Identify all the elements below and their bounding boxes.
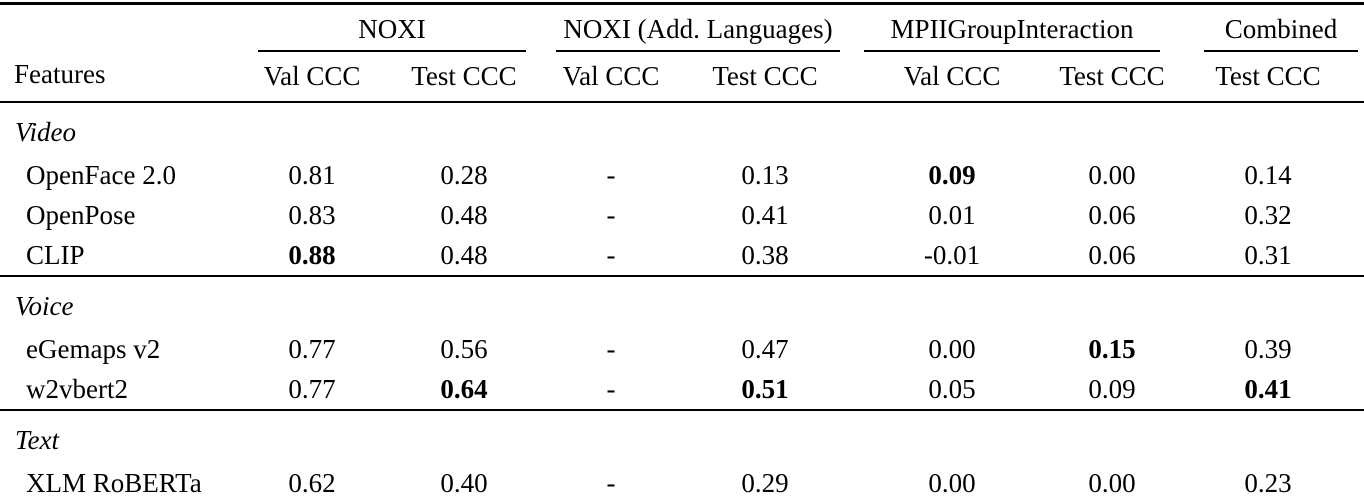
subheader-mpii-val-ccc: Val CCC — [852, 52, 1053, 103]
value-cell-bold: 0.09 — [928, 159, 976, 190]
value-cell: 0.81 — [288, 159, 336, 190]
table-row-egemaps: eGemaps v2 0.77 0.56 - 0.47 0.00 0.15 0.… — [0, 329, 1364, 369]
value-cell: -0.01 — [923, 239, 981, 270]
value-cell-bold: 0.41 — [1244, 373, 1292, 404]
value-cell: 0.38 — [741, 239, 789, 270]
feature-name: OpenPose — [26, 199, 136, 230]
value-cell: 0.01 — [928, 199, 976, 230]
value-cell: 0.56 — [440, 333, 488, 364]
subheader-row: Val CCC Test CCC Val CCC Test CCC Val CC… — [0, 52, 1364, 103]
section-label-text: Text — [0, 409, 1364, 463]
table-row-clip: CLIP 0.88 0.48 - 0.38 -0.01 0.06 0.31 — [0, 235, 1364, 276]
feature-name: OpenFace 2.0 — [26, 159, 176, 190]
value-cell-bold: 0.51 — [741, 373, 789, 404]
feature-name: CLIP — [26, 239, 85, 270]
value-cell: 0.31 — [1244, 239, 1292, 270]
value-cell: 0.77 — [288, 333, 336, 364]
value-cell: 0.09 — [1088, 373, 1136, 404]
group-header-noxi: NOXI — [240, 4, 544, 52]
group-header-row: Features NOXI NOXI (Add. Languages) MPII… — [0, 3, 1364, 103]
value-cell: - — [606, 467, 616, 498]
value-cell: 0.83 — [288, 199, 336, 230]
feature-name: XLM RoBERTa — [26, 467, 202, 498]
value-cell-bold: 0.88 — [288, 239, 336, 270]
table-row-xlm-roberta: XLM RoBERTa 0.62 0.40 - 0.29 0.00 0.00 0… — [0, 463, 1364, 503]
value-cell: 0.28 — [440, 159, 488, 190]
value-cell: 0.62 — [288, 467, 336, 498]
group-header-noxi-add-languages: NOXI (Add. Languages) — [544, 4, 852, 52]
table-body: Video OpenFace 2.0 0.81 0.28 - 0.13 0.09… — [0, 102, 1364, 503]
feature-name: eGemaps v2 — [26, 333, 161, 364]
value-cell: 0.48 — [440, 199, 488, 230]
group-header-combined: Combined — [1172, 4, 1364, 52]
section-label-voice: Voice — [0, 275, 1364, 329]
table-row-openpose: OpenPose 0.83 0.48 - 0.41 0.01 0.06 0.32 — [0, 195, 1364, 235]
value-cell: 0.41 — [741, 199, 789, 230]
value-cell: 0.00 — [928, 467, 976, 498]
group-header-mpiigroupinteraction: MPIIGroupInteraction — [852, 4, 1172, 52]
subheader-noxi-val-ccc: Val CCC — [240, 52, 384, 103]
subheader-noxi-add-val-ccc: Val CCC — [544, 52, 678, 103]
value-cell: - — [606, 159, 616, 190]
value-cell: 0.14 — [1244, 159, 1292, 190]
value-cell: 0.00 — [928, 333, 976, 364]
section-label-video: Video — [15, 116, 76, 147]
section-row-video: Video — [0, 102, 1364, 155]
table-row-w2vbert2: w2vbert2 0.77 0.64 - 0.51 0.05 0.09 0.41 — [0, 369, 1364, 410]
value-cell: 0.77 — [288, 373, 336, 404]
feature-name: w2vbert2 — [26, 373, 128, 404]
value-cell: - — [606, 373, 616, 404]
value-cell: 0.06 — [1088, 199, 1136, 230]
section-row-text: Text — [0, 409, 1364, 463]
value-cell: 0.29 — [741, 467, 789, 498]
value-cell: 0.39 — [1244, 333, 1292, 364]
subheader-mpii-test-ccc: Test CCC — [1052, 52, 1173, 103]
table-header: Features NOXI NOXI (Add. Languages) MPII… — [0, 3, 1364, 103]
value-cell: - — [606, 333, 616, 364]
value-cell: 0.00 — [1088, 159, 1136, 190]
value-cell: 0.13 — [741, 159, 789, 190]
value-cell: 0.05 — [928, 373, 976, 404]
features-column-header: Features — [0, 3, 240, 103]
subheader-combined-test-ccc: Test CCC — [1172, 52, 1364, 103]
value-cell-bold: 0.64 — [440, 373, 488, 404]
table-row-openface: OpenFace 2.0 0.81 0.28 - 0.13 0.09 0.00 … — [0, 155, 1364, 195]
value-cell: - — [606, 239, 616, 270]
group-label-combined: Combined — [1204, 14, 1359, 52]
group-label-noxi: NOXI — [258, 14, 526, 52]
value-cell: 0.00 — [1088, 467, 1136, 498]
group-label-noxi-add-languages: NOXI (Add. Languages) — [556, 14, 841, 52]
subheader-noxi-add-test-ccc: Test CCC — [678, 52, 853, 103]
section-row-voice: Voice — [0, 275, 1364, 329]
value-cell-bold: 0.15 — [1088, 333, 1136, 364]
group-label-mpiigroupinteraction: MPIIGroupInteraction — [864, 14, 1161, 52]
value-cell: 0.47 — [741, 333, 789, 364]
value-cell: 0.23 — [1244, 467, 1292, 498]
value-cell: 0.40 — [440, 467, 488, 498]
value-cell: 0.48 — [440, 239, 488, 270]
value-cell: 0.06 — [1088, 239, 1136, 270]
value-cell: - — [606, 199, 616, 230]
subheader-noxi-test-ccc: Test CCC — [384, 52, 544, 103]
value-cell: 0.32 — [1244, 199, 1292, 230]
